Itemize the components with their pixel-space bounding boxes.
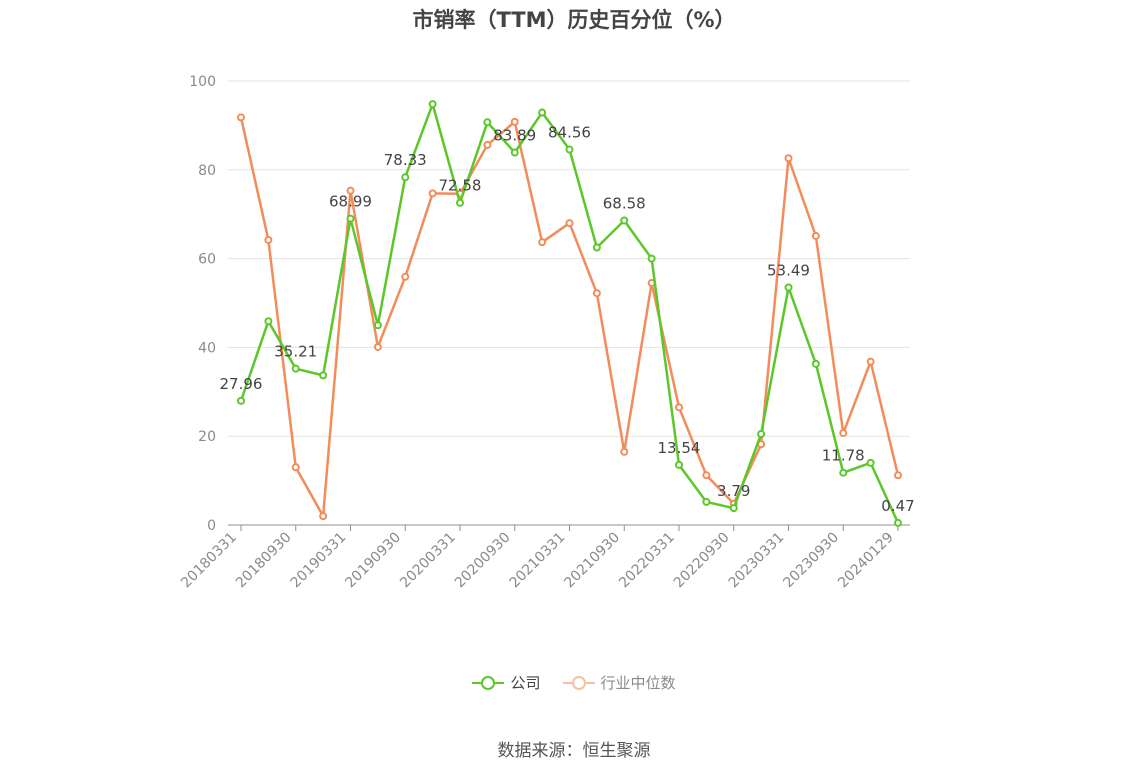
y-tick-label: 20 — [198, 429, 216, 445]
industry-median-point — [675, 403, 683, 412]
y-tick-label: 40 — [198, 340, 216, 356]
data-label: 83.89 — [493, 127, 536, 145]
data-label: 11.78 — [822, 447, 865, 465]
company-point — [538, 108, 547, 117]
x-tick-label: 20200930 — [452, 530, 514, 592]
company-point — [702, 497, 711, 506]
industry-median-point — [373, 342, 382, 351]
industry-median-point — [811, 231, 820, 240]
legend-industry-median-label: 行业中位数 — [600, 674, 676, 692]
company-point — [784, 283, 793, 292]
industry-median-point — [346, 186, 355, 195]
company-point — [264, 317, 273, 326]
x-tick-label: 20190930 — [342, 530, 404, 592]
industry-median-point — [866, 357, 875, 366]
x-tick-label: 20210930 — [561, 530, 623, 592]
data-label: 84.56 — [548, 124, 591, 142]
company-point — [373, 321, 382, 330]
company-point — [237, 396, 245, 405]
x-tick-label: 20200331 — [397, 530, 459, 592]
chart-plot: 0 20 40 60 80 100 201803312018093020190331201… — [178, 74, 915, 592]
industry-median-point — [565, 219, 574, 228]
company-point — [620, 216, 629, 225]
company-point — [483, 118, 492, 127]
industry-median-point — [291, 463, 300, 472]
x-tick-label: 20220930 — [671, 530, 733, 592]
x-tick-label: 20180331 — [178, 530, 240, 592]
y-tick-label: 60 — [198, 252, 216, 268]
x-tick-label: 20220331 — [616, 530, 678, 592]
x-tick-label: 20230930 — [780, 530, 842, 592]
y-tick-label: 0 — [207, 518, 216, 534]
industry-median-point — [401, 272, 410, 281]
company-point — [729, 504, 738, 513]
industry-median-point — [620, 447, 629, 456]
industry-median-point — [592, 289, 601, 298]
company-point — [866, 458, 875, 467]
company-point — [592, 243, 601, 252]
company-point — [291, 364, 300, 373]
industry-median-point — [510, 117, 519, 126]
x-axis: 2018033120180930201903312019093020200331… — [178, 524, 910, 592]
industry-median-point — [839, 429, 848, 438]
y-axis: 0 20 40 60 80 100 — [189, 74, 216, 534]
data-label: 35.21 — [274, 343, 317, 361]
data-label: 0.47 — [881, 497, 914, 515]
chart-title: 市销率（TTM）历史百分位（%） — [412, 8, 736, 32]
company-point — [319, 371, 328, 380]
industry-median-point — [894, 471, 902, 480]
industry-median-point — [237, 113, 245, 122]
company-point — [401, 173, 410, 182]
data-label: 27.96 — [220, 375, 263, 393]
x-tick-label: 20210331 — [507, 530, 569, 592]
x-tick-label: 20240129 — [835, 530, 897, 592]
industry-median-point — [538, 238, 547, 247]
company-point — [757, 429, 766, 438]
data-label: 72.58 — [439, 177, 482, 195]
data-label: 68.99 — [329, 193, 372, 211]
legend-item-company[interactable]: 公司 — [472, 672, 541, 693]
industry-median-point — [784, 154, 793, 163]
industry-median-point — [428, 189, 437, 198]
data-label: 78.33 — [384, 151, 427, 169]
legend-industry-median-line-icon — [562, 675, 595, 690]
company-point — [428, 100, 437, 109]
data-label: 13.54 — [658, 439, 701, 457]
source-note: 数据来源：恒生聚源 — [497, 741, 651, 761]
grid-lines — [228, 80, 910, 437]
company-point — [565, 145, 574, 154]
company-point — [811, 359, 820, 368]
data-label: 53.49 — [767, 262, 810, 280]
company-point — [346, 214, 355, 223]
company-point — [839, 468, 848, 477]
x-tick-label: 20230331 — [726, 530, 788, 592]
industry-median-point — [319, 512, 328, 521]
x-tick-label: 20190331 — [288, 530, 350, 592]
y-tick-label: 100 — [189, 74, 216, 90]
legend: 公司 行业中位数 — [0, 672, 1148, 693]
data-label: 68.58 — [603, 195, 646, 213]
legend-company-label: 公司 — [510, 674, 541, 692]
x-tick-label: 20180930 — [233, 530, 295, 592]
series-lines — [237, 100, 902, 527]
company-point — [894, 518, 902, 527]
industry-median-point — [264, 235, 273, 244]
industry-median-point — [702, 471, 711, 480]
legend-company-line-icon — [472, 675, 505, 690]
company-point — [675, 460, 683, 469]
data-label: 3.79 — [717, 482, 750, 500]
data-labels: 27.96 35.21 68.99 78.33 72.58 83.89 84.56 68.58… — [220, 124, 915, 515]
company-point — [456, 198, 464, 207]
company-point — [510, 148, 519, 157]
industry-median-point — [483, 140, 492, 149]
y-tick-label: 80 — [198, 163, 216, 179]
company-point — [647, 254, 656, 263]
legend-item-industry-median[interactable]: 行业中位数 — [562, 672, 676, 693]
